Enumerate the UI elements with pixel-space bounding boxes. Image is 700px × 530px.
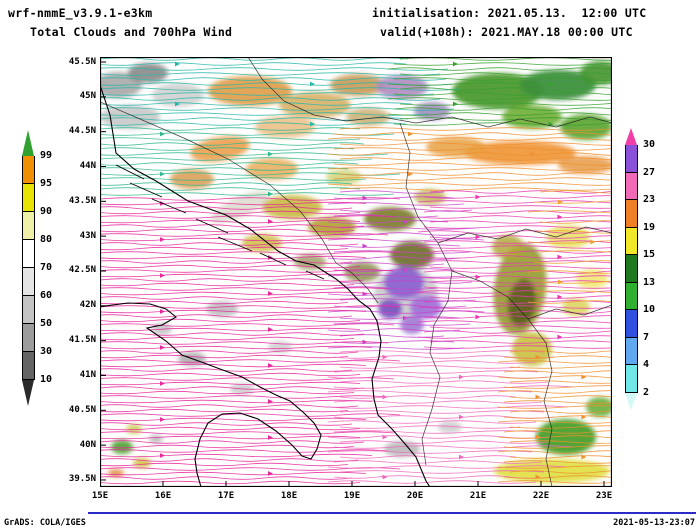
colorbar-segment bbox=[22, 268, 35, 296]
colorbar-tick-label: 19 bbox=[643, 221, 656, 233]
colorbar-segment bbox=[625, 365, 638, 393]
colorbar-arrow bbox=[625, 392, 637, 410]
colorbar-tick-label: 99 bbox=[40, 150, 53, 161]
colorbar-segment bbox=[22, 212, 35, 240]
colorbar-segment bbox=[22, 156, 35, 184]
lat-label: 40.5N bbox=[68, 404, 96, 415]
lat-label: 41N bbox=[79, 369, 96, 380]
coastlines bbox=[100, 83, 431, 487]
footer-divider-line bbox=[88, 512, 696, 514]
colorbar-tick-label: 15 bbox=[643, 249, 656, 260]
valid-time: valid(+108h): 2021.MAY.18 00:00 UTC bbox=[380, 25, 633, 39]
map-frame bbox=[99, 56, 613, 488]
lat-label: 43.5N bbox=[68, 195, 96, 206]
colorbar-tick-label: 30 bbox=[643, 139, 656, 150]
creation-timestamp: 2021-05-13-23:07 bbox=[613, 518, 695, 528]
weather-map-canvas bbox=[99, 56, 613, 488]
cloud-cover-colorbar bbox=[22, 130, 35, 406]
colorbar-tick-label: 2 bbox=[643, 386, 650, 398]
lat-label: 39.5N bbox=[68, 474, 96, 485]
colorbar-segment bbox=[625, 282, 638, 310]
lat-label: 43N bbox=[79, 230, 96, 241]
colorbar-segment bbox=[22, 184, 35, 212]
colorbar-arrow bbox=[22, 380, 34, 406]
colorbar-arrow bbox=[22, 130, 34, 156]
colorbar-tick-label: 4 bbox=[643, 359, 650, 370]
grads-credit: GrADS: COLA/IGES bbox=[4, 518, 86, 528]
colorbar-tick-label: 10 bbox=[40, 374, 53, 385]
colorbar-segment bbox=[22, 324, 35, 352]
lat-label: 45.5N bbox=[68, 56, 96, 67]
colorbar-tick-label: 13 bbox=[643, 276, 656, 288]
country-borders bbox=[100, 57, 612, 487]
colorbar-arrow bbox=[625, 128, 637, 145]
colorbar-segment bbox=[22, 352, 35, 380]
lat-label: 44N bbox=[79, 160, 96, 171]
lon-label: 15E bbox=[91, 491, 109, 501]
colorbar-tick-label: 27 bbox=[643, 166, 656, 178]
colorbar-tick-label: 90 bbox=[40, 206, 53, 217]
lat-label: 40N bbox=[79, 439, 96, 450]
lon-label: 21E bbox=[469, 491, 487, 501]
colorbar-tick-label: 60 bbox=[40, 290, 53, 301]
initialisation-time: initialisation: 2021.05.13. 12:00 UTC bbox=[372, 6, 647, 20]
lon-label: 20E bbox=[406, 491, 424, 501]
product-title: Total Clouds and 700hPa Wind bbox=[30, 25, 233, 39]
colorbar-segment bbox=[625, 145, 638, 173]
lat-label: 41.5N bbox=[68, 335, 96, 346]
wind-streamline-layer bbox=[100, 57, 612, 485]
colorbar-tick-label: 80 bbox=[40, 234, 53, 245]
lat-label: 42.5N bbox=[68, 265, 96, 276]
lon-label: 18E bbox=[280, 491, 298, 501]
italy-coastline bbox=[100, 302, 322, 487]
colorbar-segment bbox=[625, 227, 638, 255]
model-title: wrf-nmmE_v3.9.1-e3km bbox=[8, 6, 153, 20]
wind-speed-colorbar bbox=[625, 128, 638, 410]
colorbar-tick-label: 50 bbox=[40, 318, 53, 329]
colorbar-tick-label: 30 bbox=[40, 346, 53, 357]
lon-label: 19E bbox=[343, 491, 361, 501]
colorbar-segment bbox=[22, 296, 35, 324]
lat-label: 44.5N bbox=[68, 126, 96, 137]
colorbar-tick-label: 7 bbox=[643, 331, 650, 343]
colorbar-segment bbox=[625, 337, 638, 365]
balkan-coastline bbox=[100, 83, 431, 487]
croatian-islands bbox=[115, 164, 325, 280]
lon-label: 17E bbox=[217, 491, 235, 501]
map-plot-area bbox=[99, 56, 613, 488]
colorbar-tick-label: 95 bbox=[40, 178, 53, 189]
colorbar-segment bbox=[625, 200, 638, 228]
lat-label: 45N bbox=[79, 91, 96, 102]
lon-label: 16E bbox=[154, 491, 172, 501]
lat-label: 42N bbox=[79, 300, 96, 311]
colorbar-tick-label: 70 bbox=[40, 262, 53, 273]
lon-label: 22E bbox=[532, 491, 550, 501]
colorbar-segment bbox=[22, 240, 35, 268]
colorbar-tick-label: 23 bbox=[643, 194, 656, 205]
lon-label: 23E bbox=[595, 491, 613, 501]
colorbar-tick-label: 10 bbox=[643, 304, 656, 315]
colorbar-segment bbox=[625, 172, 638, 200]
colorbar-segment bbox=[625, 310, 638, 338]
colorbar-segment bbox=[625, 255, 638, 283]
